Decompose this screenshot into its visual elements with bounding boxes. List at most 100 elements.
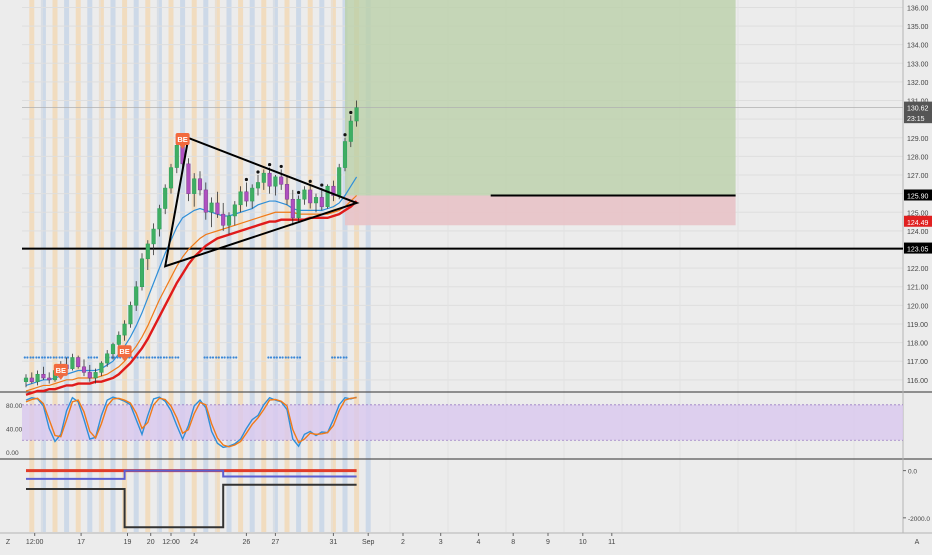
pivot-marker (279, 164, 283, 169)
oscillator-band (22, 404, 903, 441)
lower-panel[interactable] (26, 469, 357, 529)
candle (116, 334, 121, 345)
be-annotation: BE (117, 345, 132, 362)
signal-dot (232, 356, 235, 359)
signal-dot (32, 356, 35, 359)
signal-dot (217, 356, 220, 359)
pivot-marker (297, 190, 301, 195)
time-tick-label: 10 (579, 539, 587, 546)
time-tick-label: 12:00 (162, 539, 180, 546)
candle (267, 172, 272, 187)
signal-dot (342, 356, 345, 359)
signal-dot (235, 356, 238, 359)
signal-dot (142, 356, 145, 359)
signal-dot (151, 356, 154, 359)
signal-dot (95, 356, 99, 359)
candle (163, 187, 168, 209)
signal-dot (58, 356, 61, 359)
price-tag-label: 23:15 (907, 116, 925, 123)
session-band (330, 0, 336, 532)
oscillator-panel[interactable] (22, 396, 903, 449)
candle (145, 243, 150, 260)
session-band (64, 0, 70, 532)
session-band (307, 0, 313, 532)
signal-dot (136, 356, 139, 359)
signal-dot (157, 356, 160, 359)
candle (337, 167, 342, 196)
target-zone (345, 0, 736, 196)
price-tick-label: 128.00 (907, 154, 929, 161)
price-tag-label: 130.62 (907, 106, 929, 113)
candle (157, 208, 162, 230)
session-band (40, 0, 46, 532)
session-band (52, 0, 58, 532)
signal-dot (55, 356, 58, 359)
candle (342, 141, 348, 168)
signal-dot (64, 356, 67, 359)
candle (290, 198, 295, 219)
session-band (156, 0, 162, 532)
time-tick-label: 26 (243, 539, 251, 546)
candle (203, 189, 208, 213)
time-tick-label: 9 (546, 539, 550, 546)
signal-dot (174, 356, 177, 359)
candle (279, 176, 284, 185)
candle (209, 202, 214, 213)
price-tick-label: 122.00 (907, 266, 929, 273)
signal-dot (35, 356, 38, 359)
signal-dot (29, 356, 32, 359)
price-tag (904, 112, 932, 124)
session-band (214, 0, 220, 532)
triangle-pattern (163, 136, 360, 268)
signal-dot (66, 356, 70, 359)
session-band (98, 0, 104, 532)
signal-dot (177, 356, 180, 359)
pivot-marker (256, 170, 260, 174)
price-tick-label: 124.00 (907, 229, 929, 236)
price-tick-label: 135.00 (907, 24, 929, 31)
candle (23, 377, 29, 382)
signal-dot (90, 356, 93, 359)
candle (192, 178, 197, 194)
candle (41, 373, 46, 379)
signal-dot (339, 356, 342, 359)
session-band (180, 0, 186, 532)
price-tag-label: 125.90 (907, 194, 929, 201)
session-band (29, 0, 35, 532)
signal-dot (153, 356, 157, 359)
signal-dot (220, 356, 224, 359)
signal-dot (162, 356, 166, 359)
signal-dot (226, 356, 229, 359)
price-panel[interactable]: BE BE BE (22, 100, 903, 396)
stop-zone (345, 195, 736, 226)
candle (29, 377, 34, 382)
pivot-marker (343, 133, 347, 137)
session-band (168, 0, 174, 532)
session-bands (29, 0, 371, 532)
signal-dot (171, 356, 174, 359)
candle (331, 185, 336, 196)
price-tag (904, 189, 932, 201)
time-tick-label: 17 (77, 539, 85, 546)
session-band (75, 0, 81, 532)
signal-dot (278, 356, 282, 359)
signal-dot (203, 356, 206, 359)
signal-dot (345, 356, 348, 359)
session-band (238, 0, 244, 532)
signal-dot (37, 356, 41, 359)
price-tick-label: 118.00 (907, 341, 928, 348)
price-tag-label: 123.05 (907, 247, 929, 254)
signal-dot (26, 356, 29, 359)
candle (139, 258, 145, 287)
candle (354, 107, 359, 122)
candle (93, 372, 98, 379)
signal-dot (284, 356, 287, 359)
be-badge (117, 345, 132, 358)
time-tick-label: 12:00 (26, 539, 44, 546)
session-band (261, 0, 267, 532)
candle (250, 187, 255, 202)
time-tick-label: 19 (124, 539, 132, 546)
signal-dot (281, 356, 284, 359)
